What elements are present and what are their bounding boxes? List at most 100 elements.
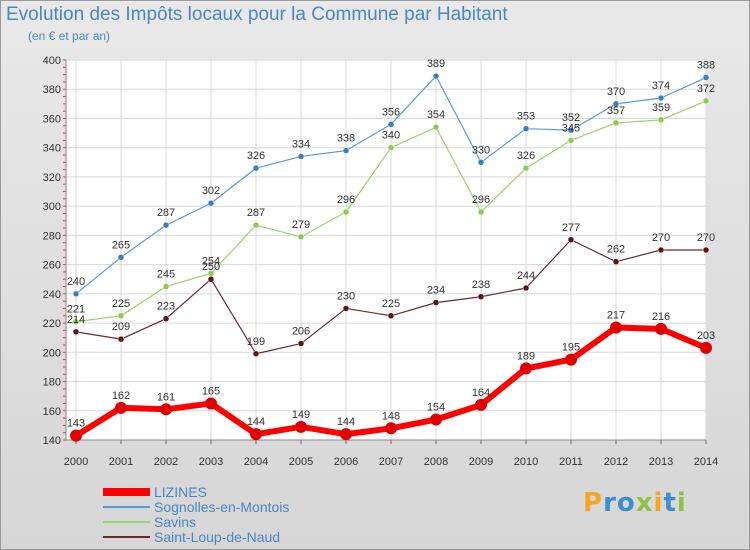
x-tick-label: 2013 [649,456,673,468]
y-tick-label: 280 [43,230,61,242]
point-sognolles-en-montois [342,147,350,154]
chart-title: Evolution des Impôts locaux pour la Comm… [6,4,508,25]
x-tick-label: 2012 [604,456,628,468]
point-savins [342,208,350,216]
y-tick-label: 200 [43,347,61,359]
data-label-sognolles-en-montois: 370 [607,86,625,98]
x-tick-label: 2014 [694,456,718,468]
legend-label: Savins [154,514,196,530]
data-label-sognolles-en-montois: 287 [157,207,175,219]
y-tick-label: 240 [43,289,61,301]
data-label-savins: 287 [247,207,265,219]
data-label-sognolles-en-montois: 326 [247,150,265,162]
point-saint-loup-de-naud [567,236,575,244]
x-tick-label: 2005 [289,456,313,468]
data-label-sognolles-en-montois: 265 [112,239,130,251]
point-savins [702,97,710,105]
point-savins [117,312,125,320]
data-label-saint-loup-de-naud: 230 [337,290,355,302]
data-label-saint-loup-de-naud: 262 [607,244,625,256]
data-label-saint-loup-de-naud: 244 [517,270,535,282]
point-lizines [385,422,397,435]
data-label-savins: 245 [157,269,175,281]
point-savins [252,221,260,229]
data-label-sognolles-en-montois: 334 [292,138,310,150]
data-label-sognolles-en-montois: 388 [697,60,715,72]
series-lines [70,72,712,442]
data-label-sognolles-en-montois: 353 [517,111,535,123]
data-label-sognolles-en-montois: 389 [427,58,445,70]
legend-label: LIZINES [154,484,207,500]
x-tick-label: 2007 [379,456,403,468]
x-tick-label: 2004 [244,456,268,468]
data-label-savins: 296 [472,194,490,206]
y-tick-label: 300 [43,201,61,213]
proxiti-logo: Proxiti [583,488,687,518]
point-sognolles-en-montois [657,94,665,102]
data-label-savins: 340 [382,130,400,142]
point-lizines [655,322,667,335]
y-tick-label: 260 [43,260,61,272]
point-saint-loup-de-naud [702,246,710,254]
y-tick-label: 320 [43,172,61,184]
x-tick-label: 2008 [424,456,448,468]
point-sognolles-en-montois [207,199,215,207]
data-label-savins: 359 [652,102,670,114]
point-sognolles-en-montois [162,221,170,229]
data-label-saint-loup-de-naud: 250 [202,261,220,273]
point-savins [162,283,170,290]
data-label-sognolles-en-montois: 330 [472,144,490,156]
point-saint-loup-de-naud [477,293,485,301]
point-lizines [340,428,352,441]
point-savins [432,123,440,131]
data-label-lizines: 144 [337,416,355,428]
data-label-saint-loup-de-naud: 214 [67,314,85,326]
point-saint-loup-de-naud [297,340,305,347]
data-label-savins: 326 [517,150,535,162]
point-sognolles-en-montois [297,153,305,160]
point-sognolles-en-montois [567,126,575,134]
data-label-savins: 372 [697,83,715,95]
point-savins [72,318,80,325]
chart-subtitle: (en € et par an) [28,29,111,43]
point-saint-loup-de-naud [162,315,170,322]
data-label-savins: 345 [562,122,580,134]
grid-lines [66,59,707,441]
point-savins [657,116,665,124]
point-lizines [565,353,577,366]
point-sognolles-en-montois [702,74,710,81]
x-tick-label: 2002 [154,456,178,468]
data-label-savins: 279 [292,219,310,231]
point-saint-loup-de-naud [252,350,260,358]
x-tick-label: 2006 [334,456,358,468]
data-label-saint-loup-de-naud: 277 [562,222,580,234]
x-tick-label: 2001 [109,456,133,468]
point-lizines [700,341,712,354]
data-label-savins: 254 [202,255,220,267]
data-label-lizines: 203 [697,330,715,342]
point-saint-loup-de-naud [207,275,215,283]
data-label-lizines: 165 [202,385,220,397]
point-lizines [430,413,442,426]
point-sognolles-en-montois [432,72,440,80]
y-tick-label: 360 [43,113,61,125]
data-label-lizines: 164 [472,387,490,399]
data-label-lizines: 217 [607,309,625,321]
point-savins [387,144,395,151]
point-savins [477,208,485,216]
data-label-lizines: 161 [157,391,175,403]
data-label-sognolles-en-montois: 352 [562,112,580,124]
y-tick-label: 140 [43,435,61,447]
point-lizines [205,397,217,410]
point-lizines [520,362,532,375]
point-sognolles-en-montois [387,121,395,128]
axes: 140 160 180 200 220 240 260 280 300 320 340 360 380 4… [43,55,719,468]
point-saint-loup-de-naud [657,246,665,254]
point-saint-loup-de-naud [117,335,125,343]
data-label-saint-loup-de-naud: 225 [382,298,400,310]
data-label-saint-loup-de-naud: 206 [292,326,310,338]
point-sognolles-en-montois [612,100,620,108]
point-lizines [295,420,307,433]
data-label-lizines: 154 [427,402,445,414]
x-tick-label: 2003 [199,456,223,468]
